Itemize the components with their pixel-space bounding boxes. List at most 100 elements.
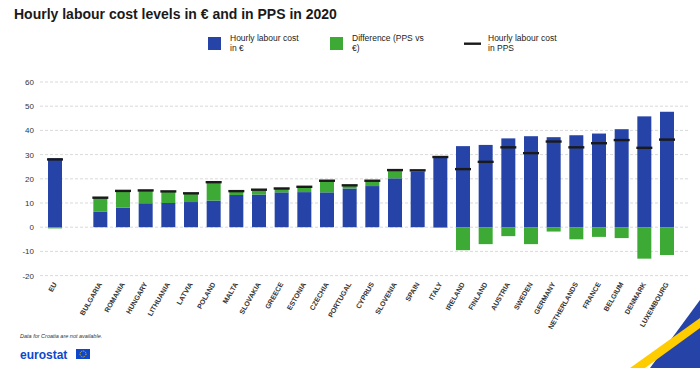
bar — [456, 227, 470, 250]
legend-label-line: in PPS — [488, 43, 514, 53]
x-tick-label: BELGIUM — [602, 281, 624, 313]
bar — [161, 203, 175, 227]
bar — [116, 208, 130, 228]
bar — [637, 227, 651, 258]
legend-label-line: €) — [352, 43, 360, 53]
marker — [228, 190, 244, 192]
bar — [388, 178, 402, 227]
x-tick-label: ESTONIA — [286, 281, 308, 311]
bar — [569, 227, 583, 239]
y-tick-label: 30 — [25, 151, 34, 160]
marker — [659, 138, 675, 140]
marks — [47, 112, 675, 259]
x-tick-label: SPAIN — [404, 281, 420, 303]
bar — [207, 182, 221, 200]
marker — [115, 190, 131, 192]
legend-label-line: Hourly labour cost — [230, 33, 299, 43]
x-tick-label: FRANCE — [581, 281, 602, 310]
bar — [615, 129, 629, 227]
x-tick-label: IRELAND — [444, 281, 466, 311]
bar — [433, 156, 447, 227]
logo-flag — [76, 349, 90, 359]
bar — [48, 227, 62, 228]
marker — [591, 142, 607, 144]
bar — [660, 227, 674, 255]
marker — [568, 146, 584, 148]
legend-swatch — [464, 43, 481, 45]
bar — [592, 227, 606, 237]
bar — [524, 136, 538, 227]
bar — [275, 192, 289, 227]
bar — [320, 181, 334, 193]
legend-label-line: Difference (PPS vs — [352, 33, 424, 43]
x-tick-label: EU — [47, 281, 58, 293]
bar — [93, 198, 107, 212]
marker — [206, 181, 222, 183]
bar — [479, 227, 493, 244]
x-tick-label: FINLAND — [467, 281, 488, 311]
y-tick-label: 40 — [25, 126, 34, 135]
bar — [229, 195, 243, 227]
marker — [92, 196, 108, 198]
bar — [433, 227, 447, 229]
x-tick-label: BULGARIA — [79, 281, 104, 317]
marker — [47, 158, 63, 160]
bar — [547, 137, 561, 227]
grid-line — [40, 82, 690, 83]
x-tick-label: LITHUANIA — [146, 281, 171, 317]
marker — [455, 168, 471, 170]
grid-line — [40, 130, 690, 131]
legend-swatch — [208, 37, 221, 50]
bar — [116, 191, 130, 208]
marker — [251, 188, 267, 190]
legend-swatch — [330, 37, 343, 50]
marker — [546, 140, 562, 142]
x-tick-label: MALTA — [221, 281, 239, 305]
grid-line — [40, 106, 690, 107]
bar — [456, 146, 470, 227]
marker — [478, 161, 494, 163]
bar — [139, 190, 153, 203]
logo-stars — [80, 351, 86, 357]
legend-label: Hourly labour costin € — [230, 33, 299, 53]
background — [0, 0, 700, 368]
bar — [547, 227, 561, 231]
marker — [274, 187, 290, 189]
bar — [501, 138, 515, 227]
legend-label-line: Hourly labour cost — [488, 33, 557, 43]
bar — [615, 227, 629, 238]
x-tick-label: LATVIA — [175, 281, 193, 306]
title: Hourly labour cost levels in € and in PP… — [14, 6, 337, 22]
bar — [207, 201, 221, 228]
bar — [388, 170, 402, 178]
marker — [410, 169, 426, 171]
bar — [139, 203, 153, 227]
bar — [411, 172, 425, 227]
marker — [364, 180, 380, 182]
x-tick-label: NETHERLANDS — [547, 281, 580, 331]
legend-label: Hourly labour costin PPS — [488, 33, 557, 53]
source: eurostat — [20, 348, 67, 362]
bar — [48, 158, 62, 227]
marker — [296, 186, 312, 188]
y-tick-label: -10 — [22, 247, 34, 256]
marker — [160, 190, 176, 192]
marker — [183, 192, 199, 194]
bar — [637, 116, 651, 227]
x-tick-label: ROMANIA — [103, 281, 126, 313]
x-tick-label: SLOVENIA — [374, 281, 398, 316]
y-tick-label: 50 — [25, 102, 34, 111]
x-tick-label: DENMARK — [623, 281, 647, 315]
x-tick-label: HUNGARY — [125, 281, 149, 315]
y-tick-label: 0 — [30, 223, 35, 232]
marker — [614, 139, 630, 141]
marker — [387, 169, 403, 171]
bar — [184, 202, 198, 227]
x-tick-label: CZECHIA — [308, 281, 330, 311]
bar — [479, 145, 493, 227]
legend-label-line: in € — [230, 43, 244, 53]
x-tick-label: CYPRUS — [355, 281, 376, 310]
bar — [252, 195, 266, 228]
marker — [523, 152, 539, 154]
footnote: Data for Croatia are not available. — [20, 333, 102, 339]
